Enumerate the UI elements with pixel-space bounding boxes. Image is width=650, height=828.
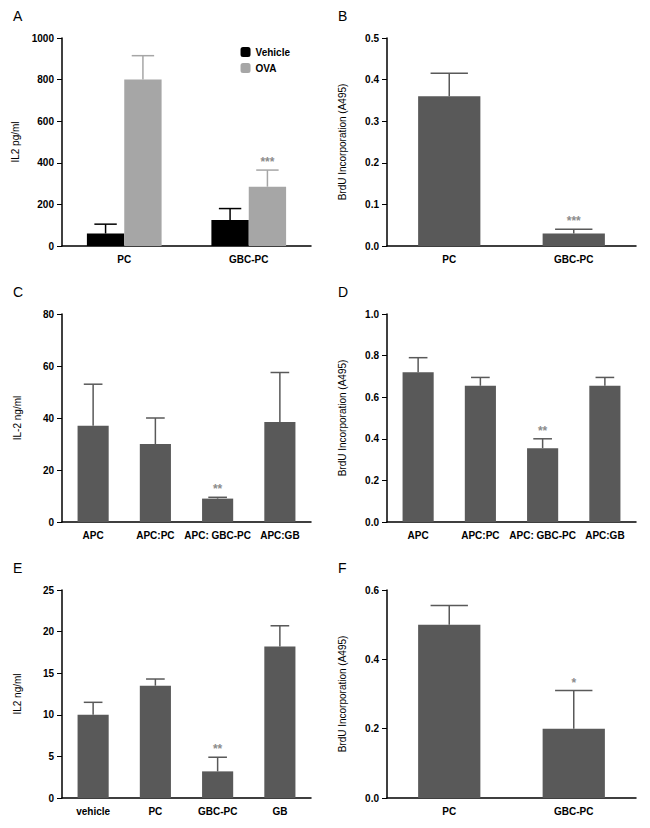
svg-text:20: 20 bbox=[43, 626, 55, 637]
svg-text:A: A bbox=[13, 8, 23, 24]
svg-text:0.2: 0.2 bbox=[365, 157, 379, 168]
svg-text:E: E bbox=[13, 560, 22, 576]
svg-text:1000: 1000 bbox=[32, 33, 55, 44]
svg-text:**: ** bbox=[213, 482, 223, 496]
svg-text:**: ** bbox=[538, 424, 548, 438]
svg-text:OVA: OVA bbox=[256, 63, 277, 74]
svg-text:D: D bbox=[338, 284, 348, 300]
svg-text:25: 25 bbox=[43, 585, 55, 596]
svg-text:APC: GBC-PC: APC: GBC-PC bbox=[509, 530, 576, 541]
svg-text:15: 15 bbox=[43, 668, 55, 679]
svg-text:0.4: 0.4 bbox=[365, 433, 379, 444]
svg-text:GBC-PC: GBC-PC bbox=[229, 254, 268, 265]
svg-text:C: C bbox=[13, 284, 23, 300]
svg-text:0.4: 0.4 bbox=[365, 74, 379, 85]
svg-text:800: 800 bbox=[37, 74, 54, 85]
svg-text:***: *** bbox=[567, 214, 581, 228]
svg-text:**: ** bbox=[213, 742, 223, 756]
svg-text:60: 60 bbox=[43, 361, 55, 372]
svg-text:GBC-PC: GBC-PC bbox=[554, 806, 593, 817]
svg-text:0.2: 0.2 bbox=[365, 475, 379, 486]
svg-text:200: 200 bbox=[37, 199, 54, 210]
svg-text:APC:PC: APC:PC bbox=[461, 530, 499, 541]
svg-text:20: 20 bbox=[43, 465, 55, 476]
svg-text:PC: PC bbox=[117, 254, 131, 265]
svg-text:PC: PC bbox=[442, 254, 456, 265]
svg-text:PC: PC bbox=[442, 806, 456, 817]
svg-text:BrdU Incorporation (A495): BrdU Incorporation (A495) bbox=[337, 84, 348, 201]
svg-text:0: 0 bbox=[48, 241, 54, 252]
svg-text:0.8: 0.8 bbox=[365, 350, 379, 361]
svg-text:B: B bbox=[338, 8, 347, 24]
svg-text:0.1: 0.1 bbox=[365, 199, 379, 210]
svg-text:0.0: 0.0 bbox=[365, 793, 379, 804]
svg-text:IL2 pg/ml: IL2 pg/ml bbox=[10, 121, 21, 162]
svg-text:GBC-PC: GBC-PC bbox=[554, 254, 593, 265]
svg-text:0.3: 0.3 bbox=[365, 116, 379, 127]
svg-text:40: 40 bbox=[43, 413, 55, 424]
svg-text:0.4: 0.4 bbox=[365, 654, 379, 665]
svg-text:0: 0 bbox=[48, 517, 54, 528]
svg-text:APC: APC bbox=[408, 530, 429, 541]
svg-text:IL2 ng/ml: IL2 ng/ml bbox=[12, 673, 23, 714]
svg-text:5: 5 bbox=[48, 751, 54, 762]
svg-text:vehicle: vehicle bbox=[76, 806, 110, 817]
svg-text:0.0: 0.0 bbox=[365, 517, 379, 528]
svg-text:APC: APC bbox=[83, 530, 104, 541]
svg-text:F: F bbox=[338, 560, 347, 576]
svg-text:APC:GB: APC:GB bbox=[260, 530, 299, 541]
svg-text:***: *** bbox=[260, 155, 274, 169]
svg-text:0.0: 0.0 bbox=[365, 241, 379, 252]
svg-text:APC:PC: APC:PC bbox=[136, 530, 174, 541]
svg-text:0: 0 bbox=[48, 793, 54, 804]
svg-text:0.5: 0.5 bbox=[365, 33, 379, 44]
svg-text:BrdU Incorporation (A495): BrdU Incorporation (A495) bbox=[337, 360, 348, 477]
svg-text:80: 80 bbox=[43, 309, 55, 320]
svg-text:APC: GBC-PC: APC: GBC-PC bbox=[184, 530, 251, 541]
svg-text:BrdU Incorporation (A495): BrdU Incorporation (A495) bbox=[337, 636, 348, 753]
svg-text:GB: GB bbox=[272, 806, 287, 817]
svg-text:1.0: 1.0 bbox=[365, 309, 379, 320]
svg-text:0.6: 0.6 bbox=[365, 585, 379, 596]
svg-text:IL-2 ng/ml: IL-2 ng/ml bbox=[12, 396, 23, 440]
svg-text:PC: PC bbox=[148, 806, 162, 817]
svg-text:10: 10 bbox=[43, 709, 55, 720]
svg-text:APC:GB: APC:GB bbox=[585, 530, 624, 541]
svg-text:400: 400 bbox=[37, 157, 54, 168]
svg-text:GBC-PC: GBC-PC bbox=[198, 806, 237, 817]
svg-text:600: 600 bbox=[37, 116, 54, 127]
svg-text:0.2: 0.2 bbox=[365, 723, 379, 734]
svg-text:Vehicle: Vehicle bbox=[256, 47, 291, 58]
svg-text:*: * bbox=[571, 676, 576, 690]
svg-text:0.6: 0.6 bbox=[365, 392, 379, 403]
